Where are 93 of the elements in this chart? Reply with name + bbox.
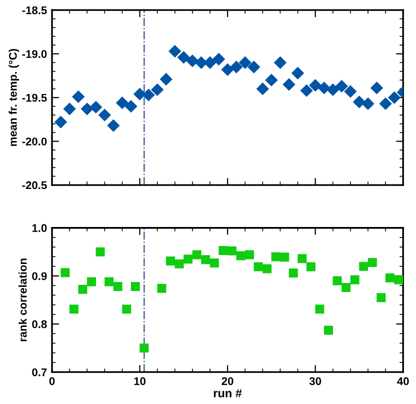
point [308, 78, 322, 92]
point [212, 52, 226, 66]
point [274, 56, 287, 69]
point [394, 275, 404, 284]
point [221, 63, 234, 76]
point [244, 250, 254, 260]
point [306, 262, 316, 272]
point [256, 82, 270, 96]
point [78, 284, 88, 294]
point [385, 273, 394, 282]
x-axis-title: run # [214, 389, 242, 398]
point [140, 344, 149, 353]
point [379, 97, 392, 110]
point [238, 56, 252, 69]
point [324, 326, 333, 335]
y-tick-label: 0.7 [32, 368, 47, 376]
point [184, 254, 193, 264]
point [168, 44, 182, 58]
x-tick-label: 0 [49, 377, 55, 386]
x-tick-label: 20 [222, 377, 234, 386]
point [63, 102, 76, 116]
point [291, 66, 304, 80]
point [150, 83, 164, 96]
point [315, 304, 324, 314]
point [298, 254, 307, 264]
x-tick-label: 30 [309, 377, 322, 386]
point [370, 82, 384, 94]
point [133, 88, 146, 100]
point [160, 72, 172, 86]
point [130, 282, 140, 292]
y-tick-label: -19.0 [22, 50, 47, 58]
y-tick-label: 0.9 [32, 272, 47, 280]
point [142, 88, 155, 102]
point [368, 258, 377, 267]
point [90, 100, 102, 114]
point [248, 60, 260, 74]
point [122, 304, 132, 314]
point [352, 96, 366, 108]
y-axis-title: mean fr. temp. (°C) [8, 48, 20, 146]
y-tick-label: -20.0 [22, 138, 47, 146]
point [80, 102, 94, 116]
point [104, 277, 114, 286]
x-tick-label: 10 [134, 377, 146, 386]
point [376, 293, 386, 302]
point [350, 275, 360, 284]
y-tick-label: -18.5 [22, 6, 47, 14]
point [265, 74, 278, 86]
y-tick-label: 0.8 [32, 320, 47, 328]
point [227, 246, 236, 256]
point [342, 282, 351, 292]
point [60, 268, 70, 278]
point [280, 252, 290, 262]
point [326, 83, 340, 96]
point [96, 247, 105, 256]
y-tick-label: -19.5 [22, 94, 47, 102]
y-tick-label: -20.5 [22, 181, 47, 190]
point [174, 259, 184, 268]
point [87, 277, 96, 286]
point [186, 54, 199, 68]
point [282, 78, 296, 91]
point [335, 80, 348, 93]
point [157, 284, 166, 293]
x-tick-label: 40 [397, 377, 409, 386]
point [271, 252, 280, 262]
point [107, 119, 120, 132]
point [69, 304, 78, 314]
point [388, 91, 401, 104]
point [218, 246, 228, 255]
point [72, 90, 85, 104]
point [318, 82, 330, 94]
point [332, 276, 342, 286]
y-axis-title: rank correlation [18, 258, 27, 342]
y-tick-label: 1.0 [32, 224, 47, 232]
point [236, 251, 246, 260]
point [124, 100, 138, 113]
point [344, 85, 357, 98]
point [262, 264, 272, 274]
point [113, 282, 122, 292]
point [362, 97, 374, 110]
point [166, 256, 175, 266]
point [254, 262, 263, 272]
point [288, 268, 298, 278]
point [54, 116, 68, 128]
point [210, 258, 219, 268]
point [194, 56, 208, 69]
point [192, 250, 202, 260]
point [177, 50, 190, 64]
point [201, 255, 210, 264]
point [116, 96, 129, 110]
point [300, 84, 313, 97]
point [359, 262, 368, 271]
point [230, 60, 243, 74]
point [98, 108, 112, 122]
